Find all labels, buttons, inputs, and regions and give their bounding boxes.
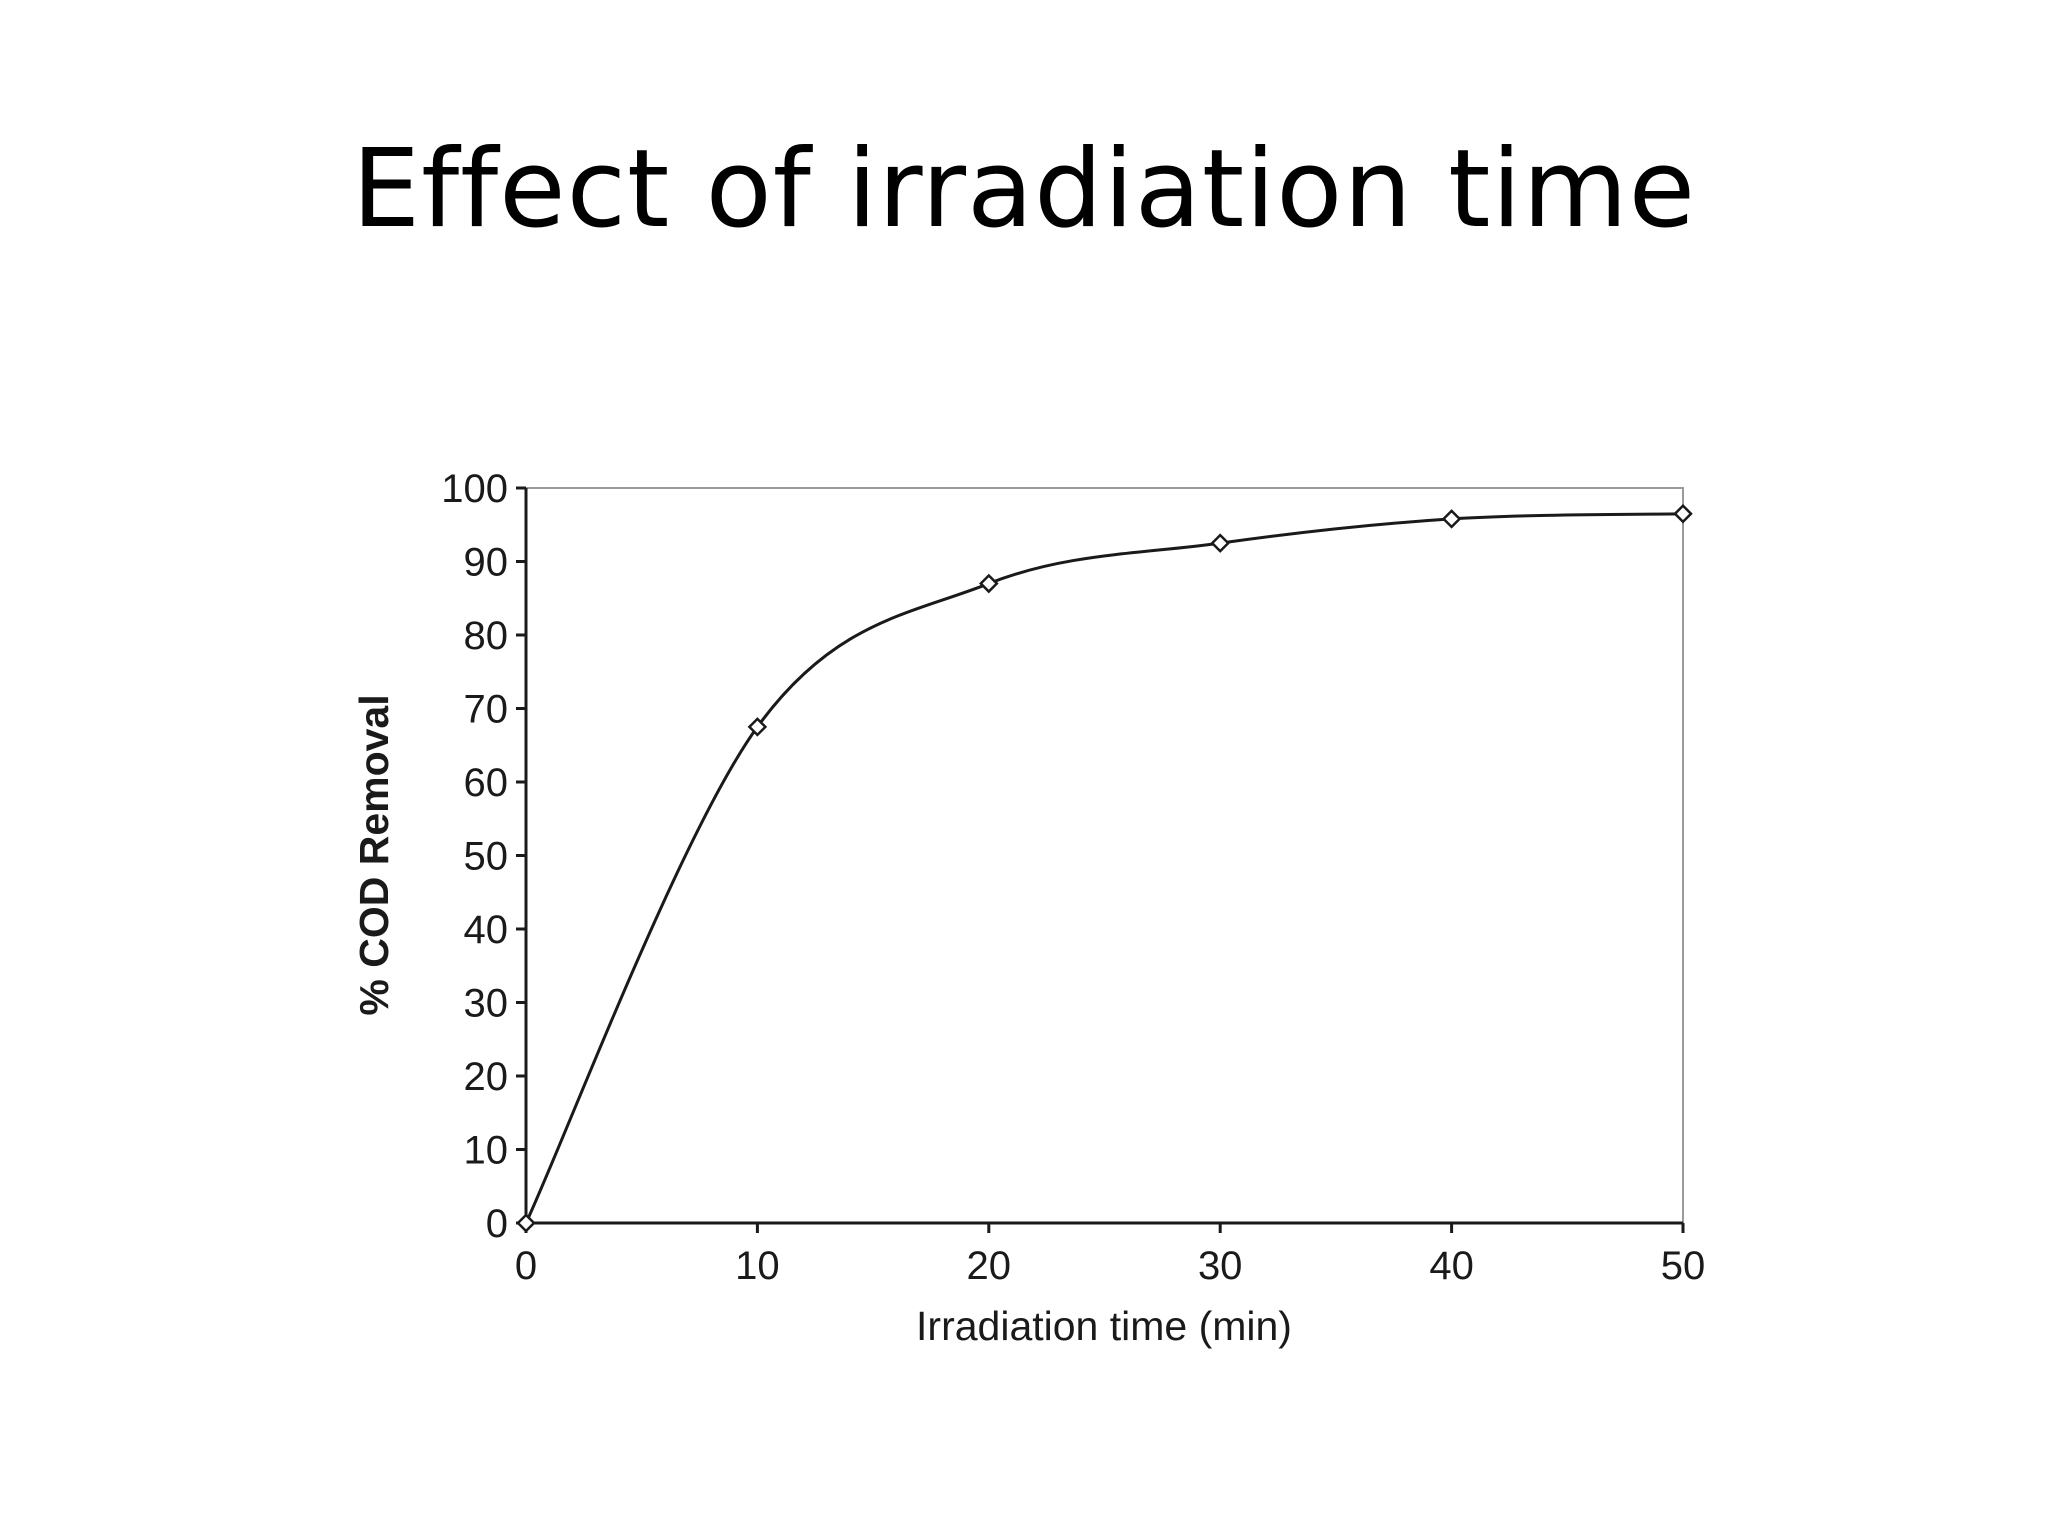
data-point-marker: [1673, 503, 1693, 524]
y-tick-label: 50: [464, 835, 509, 879]
y-tick-label: 100: [441, 467, 508, 511]
series-line: [524, 512, 1684, 1224]
x-axis-ticks: 0 10 20 30 40 50: [515, 1223, 1705, 1288]
y-tick-label: 40: [464, 908, 509, 952]
plot-frame: [525, 487, 1684, 1224]
series-markers: [516, 503, 1693, 1233]
data-point-marker: [516, 1213, 536, 1233]
data-point-marker: [979, 573, 999, 594]
x-tick-label: 50: [1661, 1244, 1706, 1288]
y-tick-label: 0: [486, 1202, 508, 1246]
data-point-marker: [747, 717, 768, 737]
data-point-marker: [1441, 509, 1462, 529]
y-tick-label: 60: [464, 761, 509, 805]
y-axis-title: % COD Removal: [351, 694, 397, 1015]
y-tick-label: 20: [464, 1055, 509, 1099]
y-tick-label: 30: [464, 982, 509, 1026]
x-tick-label: 0: [515, 1244, 537, 1288]
y-tick-label: 10: [464, 1129, 509, 1173]
x-tick-label: 10: [735, 1244, 780, 1288]
y-tick-label: 70: [464, 688, 509, 732]
data-point-marker: [1210, 533, 1230, 553]
x-tick-label: 30: [1198, 1244, 1243, 1288]
y-tick-label: 90: [464, 541, 509, 585]
x-tick-label: 40: [1429, 1244, 1474, 1288]
x-axis-title: Irradiation time (min): [916, 1303, 1292, 1349]
x-tick-label: 20: [967, 1244, 1012, 1288]
y-axis-ticks: 0 10 20 30 40 50 60 70 80 90 100: [441, 467, 526, 1246]
slide-title: Effect of irradiation time: [351, 127, 1697, 252]
y-tick-label: 80: [464, 614, 509, 658]
